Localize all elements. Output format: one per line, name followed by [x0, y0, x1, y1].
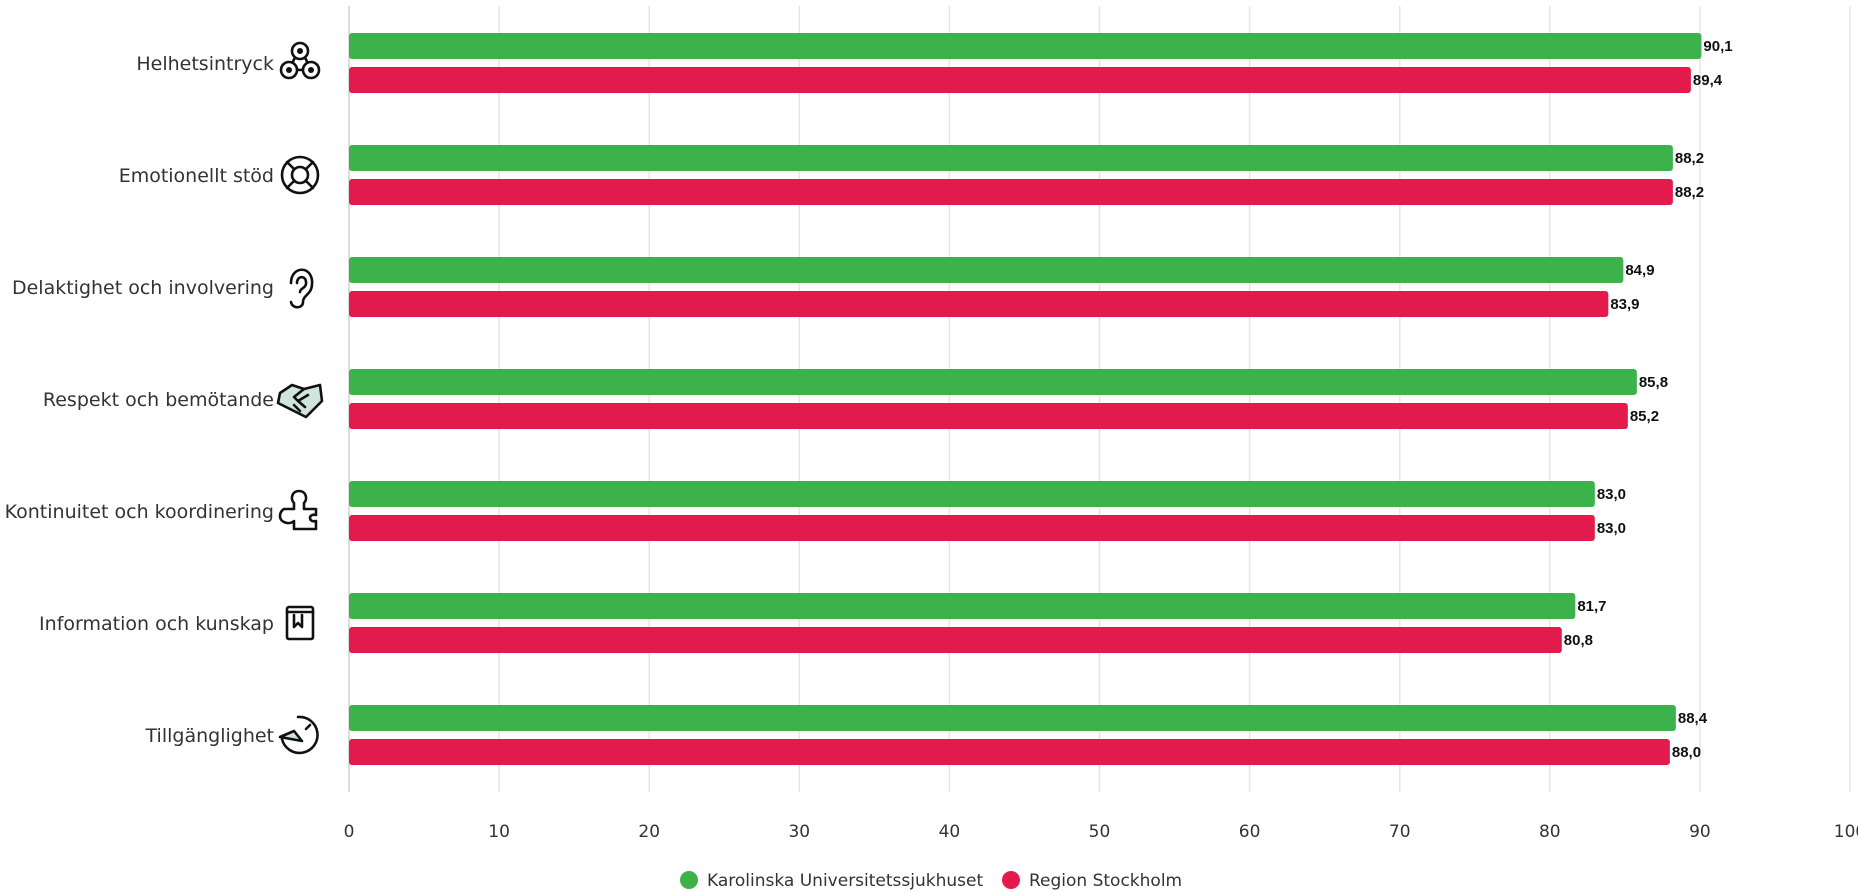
bar-karolinska[interactable] — [349, 33, 1702, 59]
book-icon — [287, 607, 313, 639]
bars: 90,1 89,4 88,2 88,2 84,9 83,9 85,8 85,2 83,0 83,0… — [349, 33, 1733, 765]
puzzle-icon — [280, 491, 316, 529]
bar-region-stockholm[interactable] — [349, 403, 1628, 429]
legend-marker — [1002, 871, 1020, 889]
data-label: 90,1 — [1703, 38, 1732, 55]
data-label: 83,0 — [1597, 520, 1626, 537]
lifebuoy-icon — [282, 157, 318, 193]
data-label: 80,8 — [1564, 632, 1593, 649]
data-label: 88,2 — [1675, 184, 1704, 201]
data-label: 88,4 — [1678, 710, 1708, 727]
category-label: Information och kunskap — [39, 613, 274, 635]
legend-marker — [680, 871, 698, 889]
data-label: 88,2 — [1675, 150, 1704, 167]
bar-region-stockholm[interactable] — [349, 739, 1670, 765]
bar-karolinska[interactable] — [349, 705, 1676, 731]
x-tick-label: 50 — [1089, 822, 1111, 842]
category-label: Kontinuitet och koordinering — [5, 501, 274, 523]
x-tick-label: 70 — [1389, 822, 1411, 842]
x-tick-label: 20 — [638, 822, 660, 842]
data-label: 85,8 — [1639, 374, 1668, 391]
gridlines — [348, 6, 1851, 792]
x-tick-label: 40 — [939, 822, 961, 842]
category-label: Emotionellt stöd — [119, 165, 274, 187]
x-tick-label: 60 — [1239, 822, 1261, 842]
legend[interactable]: Karolinska Universitetssjukhuset Region S… — [680, 871, 1182, 891]
bar-karolinska[interactable] — [349, 593, 1576, 619]
ear-icon — [291, 270, 312, 308]
x-tick-label: 90 — [1689, 822, 1711, 842]
x-tick-label: 30 — [788, 822, 810, 842]
category-label: Delaktighet och involvering — [12, 277, 274, 299]
cycle-icon — [281, 43, 319, 78]
data-label: 81,7 — [1577, 598, 1606, 615]
x-tick-label: 10 — [488, 822, 510, 842]
bar-karolinska[interactable] — [349, 481, 1595, 507]
legend-label: Region Stockholm — [1029, 871, 1182, 891]
data-label: 89,4 — [1693, 72, 1723, 89]
bar-karolinska[interactable] — [349, 257, 1624, 283]
category-label: Tillgänglighet — [145, 725, 274, 747]
x-axis-ticks: 0 10 20 30 40 50 60 70 80 90 100 — [344, 822, 1858, 842]
data-label: 83,0 — [1597, 486, 1626, 503]
category-label: Respekt och bemötande — [43, 389, 274, 411]
bar-region-stockholm[interactable] — [349, 627, 1562, 653]
bar-karolinska[interactable] — [349, 145, 1673, 171]
clock-icon — [280, 717, 318, 753]
legend-item-region-stockholm[interactable]: Region Stockholm — [1002, 871, 1182, 891]
data-label: 85,2 — [1630, 408, 1659, 425]
legend-label: Karolinska Universitetssjukhuset — [707, 871, 983, 891]
x-tick-label: 100 — [1834, 822, 1858, 842]
bar-region-stockholm[interactable] — [349, 179, 1673, 205]
category-label: Helhetsintryck — [136, 53, 274, 75]
data-label: 83,9 — [1610, 296, 1639, 313]
handshake-icon — [278, 385, 322, 417]
bar-region-stockholm[interactable] — [349, 67, 1691, 93]
bar-region-stockholm[interactable] — [349, 291, 1609, 317]
x-tick-label: 0 — [344, 822, 355, 842]
x-tick-label: 80 — [1539, 822, 1561, 842]
bar-karolinska[interactable] — [349, 369, 1637, 395]
data-label: 88,0 — [1672, 744, 1701, 761]
legend-item-karolinska[interactable]: Karolinska Universitetssjukhuset — [680, 871, 983, 891]
category-labels: Helhetsintryck Emotionellt stöd Delaktighe… — [5, 43, 322, 753]
bar-region-stockholm[interactable] — [349, 515, 1595, 541]
data-label: 84,9 — [1625, 262, 1654, 279]
